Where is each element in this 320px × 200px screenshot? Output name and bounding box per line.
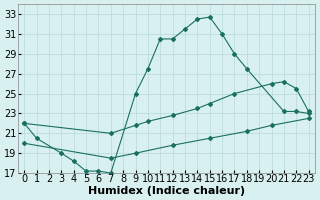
X-axis label: Humidex (Indice chaleur): Humidex (Indice chaleur): [88, 186, 245, 196]
